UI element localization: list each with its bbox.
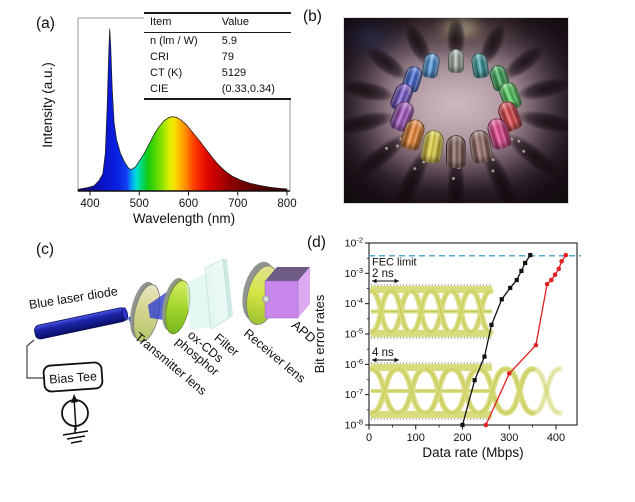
bias-tee-label: Bias Tee — [49, 369, 98, 386]
data-point — [499, 297, 504, 302]
data-point — [556, 266, 562, 272]
x-tick-label: 100 — [407, 432, 425, 444]
table-row: CT (K) 5129 — [144, 65, 291, 81]
data-point — [472, 378, 477, 383]
fec-limit-label: FEC limit — [372, 257, 417, 269]
x-tick-label: 700 — [228, 198, 247, 210]
apd-cube — [262, 267, 310, 319]
table-header-item: Item — [144, 13, 212, 33]
row-item: CT (K) — [150, 66, 183, 79]
laser-label: Blue laser diode — [28, 284, 119, 312]
eye-diagram-inset — [370, 284, 494, 339]
y-tick-label: 10-5 — [345, 327, 363, 341]
capsule — [421, 52, 442, 80]
panel-d-label: (d) — [307, 234, 326, 251]
data-point — [549, 277, 554, 283]
eye4-label: 4 ns — [372, 347, 394, 359]
panel-a-label: (a) — [36, 15, 55, 32]
shadow-speckle — [490, 169, 495, 174]
panel-b-label: (b) — [303, 8, 322, 25]
y-tick-label: 10-8 — [345, 418, 363, 432]
data-point — [483, 422, 489, 428]
data-point — [519, 268, 524, 274]
panel-a-ylabel: Intensity (a.u.) — [40, 62, 55, 148]
row-item: n (lm / W) — [150, 34, 198, 47]
series-line — [461, 254, 531, 426]
spectrum-curve — [77, 28, 288, 192]
data-point — [482, 354, 487, 359]
row-value: (0.33,0.34) — [221, 83, 275, 96]
shadow-speckle — [521, 149, 526, 154]
x-tick-label: 300 — [500, 432, 518, 444]
capsule-ring-photo — [343, 17, 569, 204]
filter-plate — [204, 258, 230, 330]
shadow-speckle — [394, 143, 400, 148]
x-tick-label: 400 — [80, 198, 99, 210]
panel-c-setup-diagram: (c) — [26, 241, 319, 444]
panel-c-label: (c) — [36, 241, 54, 258]
y-tick-label: 10-6 — [345, 357, 363, 371]
x-tick-label: 400 — [547, 432, 565, 444]
blue-laser-diode — [34, 307, 129, 340]
row-item: CRI — [150, 50, 169, 63]
y-tick-label: 10-4 — [345, 296, 363, 310]
data-point — [523, 260, 528, 266]
table-row: CIE (0.33,0.34) — [144, 82, 291, 99]
phosphor-disc — [162, 277, 191, 335]
shadow-speckle — [383, 145, 388, 151]
x-tick-label: 800 — [277, 198, 296, 210]
x-tick-label: 0 — [366, 432, 372, 444]
table-header-value: Value — [211, 13, 291, 33]
shadow-speckle — [411, 167, 416, 172]
source-arrowhead — [71, 394, 78, 403]
data-point — [506, 371, 512, 376]
x-tick-label: 600 — [179, 198, 198, 210]
data-point — [460, 422, 465, 428]
eye2-label: 2 ns — [372, 268, 394, 280]
photometric-table: Item Value n (lm / W) 5.9 CRI 79 CT (K) … — [144, 12, 291, 100]
data-point — [489, 322, 494, 327]
capsule — [448, 48, 464, 74]
filter-edge — [223, 259, 233, 318]
shadow-speckle — [516, 138, 521, 144]
data-point — [552, 272, 558, 278]
table-row: CRI 79 — [144, 49, 291, 65]
data-point — [533, 342, 539, 348]
ground-icon — [62, 430, 89, 444]
transmitter-lens — [130, 281, 161, 343]
row-value: 5129 — [221, 66, 247, 79]
bias-tee: Bias Tee — [42, 361, 104, 444]
x-tick-label: 200 — [453, 432, 471, 444]
row-item: CIE — [150, 83, 169, 96]
shadow-speckle — [451, 177, 455, 181]
data-point — [528, 252, 533, 258]
data-point — [514, 277, 519, 283]
panel-d-xlabel: Data rate (Mbps) — [422, 445, 523, 460]
x-tick-label: 500 — [130, 198, 149, 210]
y-tick-label: 10-3 — [345, 266, 363, 280]
panel-a-xlabel: Wavelength (nm) — [133, 211, 235, 226]
row-value: 5.9 — [221, 34, 237, 47]
data-point — [563, 252, 569, 258]
panel-d-ylabel: Bit error rates — [312, 294, 327, 373]
data-point — [508, 285, 513, 291]
row-value: 79 — [221, 50, 234, 63]
table-row: n (lm / W) 5.9 — [144, 33, 291, 50]
capsule — [445, 134, 467, 168]
panel-d-ber-chart: (d) Bit error rates Data rate (Mbps) FEC… — [307, 234, 581, 460]
data-point — [559, 258, 564, 264]
y-tick-label: 10-2 — [345, 236, 363, 250]
y-tick-label: 10-7 — [345, 387, 363, 401]
bias-wire — [26, 339, 44, 379]
data-point — [544, 281, 550, 287]
